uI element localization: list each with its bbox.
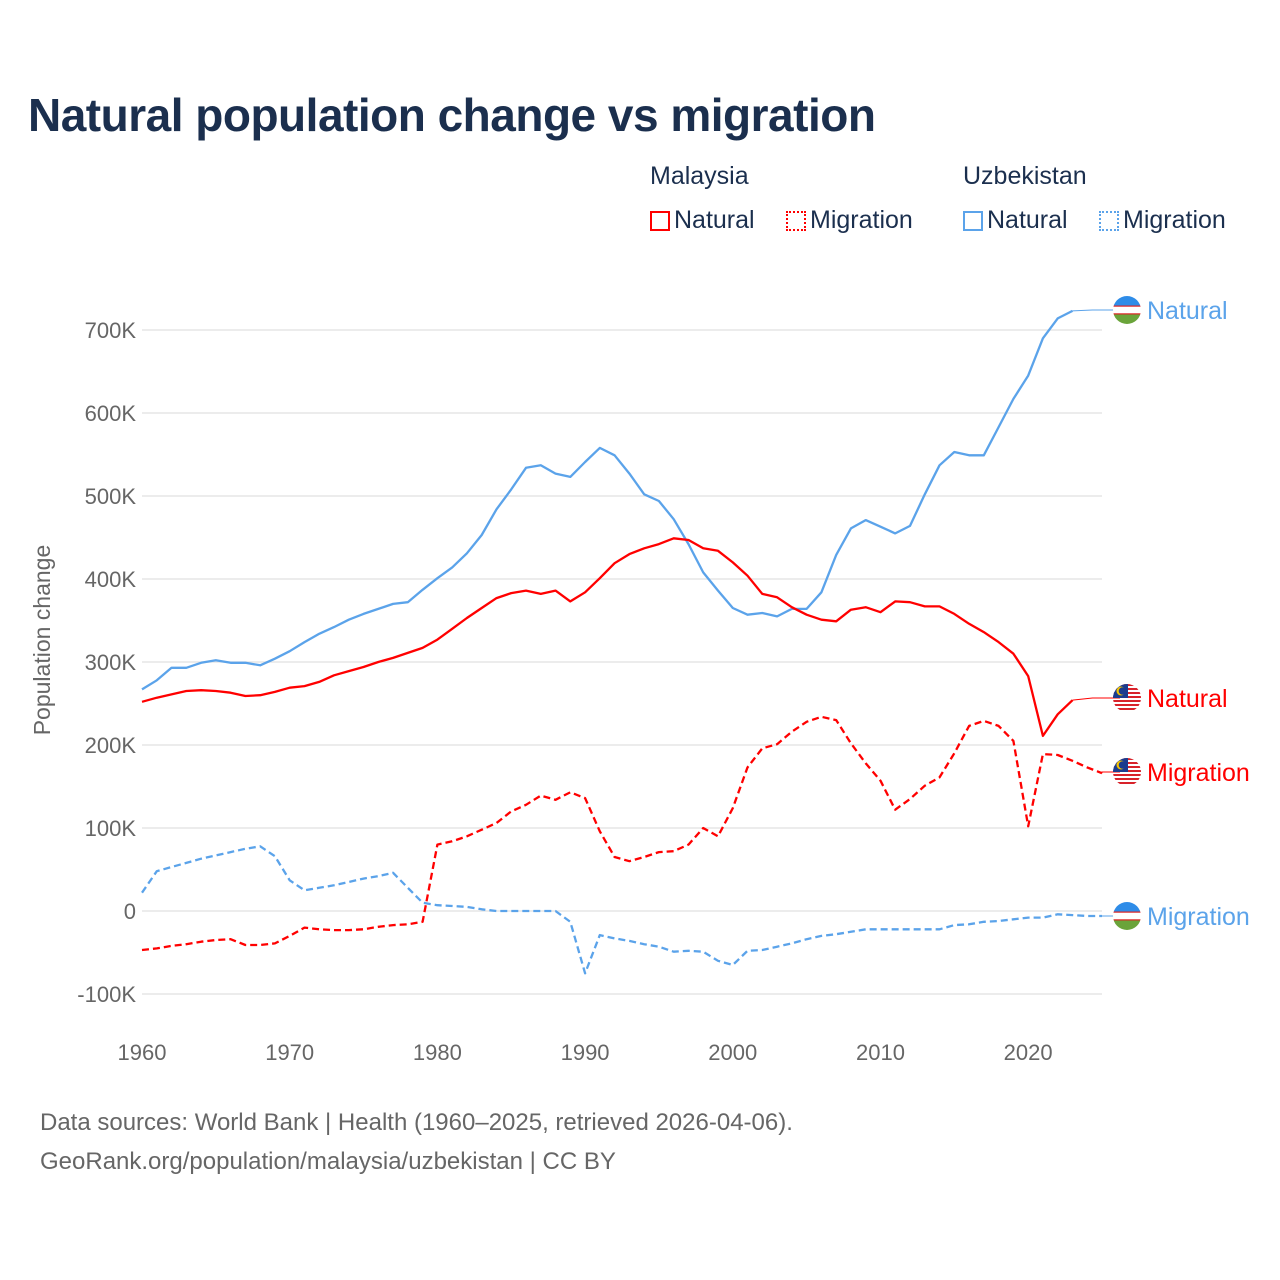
flag-fill: [1113, 902, 1141, 930]
flag-stripe: [1113, 708, 1141, 710]
y-tick-label: 600K: [85, 401, 137, 426]
x-tick-label: 2000: [708, 1040, 757, 1065]
y-tick-label: 0: [124, 899, 136, 924]
legend-malaysia-migration[interactable]: Migration: [786, 206, 913, 235]
series-line-uzbekistan-migration: [141, 845, 1102, 975]
series-line-uzbekistan-natural: [141, 309, 1074, 691]
flag-stripe: [1113, 919, 1141, 921]
y-tick-label: 700K: [85, 318, 137, 343]
label-connector: [1072, 697, 1120, 701]
legend-uzbekistan-natural[interactable]: Natural: [963, 206, 1068, 235]
end-label: Natural: [1147, 685, 1228, 713]
flag-stripe: [1113, 782, 1141, 784]
x-tick-label: 2010: [856, 1040, 905, 1065]
flag-stripe: [1113, 313, 1141, 315]
flag-stripe: [1113, 902, 1141, 912]
footer-sources: Data sources: World Bank | Health (1960–…: [40, 1109, 793, 1136]
footer-link[interactable]: GeoRank.org/population/malaysia/uzbekist…: [40, 1148, 616, 1175]
flag-stripe: [1113, 774, 1141, 776]
chart-title: Natural population change vs migration: [28, 89, 876, 141]
legend-malaysia-natural[interactable]: Natural: [650, 206, 755, 235]
legend-swatch-dotted-icon: [786, 210, 806, 231]
legend-label: Natural: [674, 206, 755, 234]
uzbekistan-flag-icon: [1113, 902, 1141, 930]
flag-crescent-cut: [1118, 761, 1127, 769]
flag-stripe: [1113, 920, 1141, 930]
malaysia-flag-icon: [1113, 684, 1141, 710]
y-axis-label: Population change: [29, 545, 55, 736]
legend-label: Migration: [810, 206, 913, 234]
legend-label: Natural: [987, 206, 1068, 234]
uzbekistan-flag-icon: [1113, 296, 1141, 324]
end-label: Natural: [1147, 297, 1228, 325]
legend-group-uzbekistan: Uzbekistan: [963, 162, 1087, 190]
y-tick-label: 200K: [85, 733, 137, 758]
label-connector: [1072, 309, 1120, 312]
flag-stripe: [1113, 911, 1141, 913]
x-tick-label: 1960: [118, 1040, 167, 1065]
x-tick-label: 1990: [561, 1040, 610, 1065]
y-tick-label: 100K: [85, 816, 137, 841]
flag-stripe: [1113, 296, 1141, 306]
legend-label: Migration: [1123, 206, 1226, 234]
legend-group-malaysia: Malaysia: [650, 162, 749, 190]
x-tick-label: 1970: [265, 1040, 314, 1065]
y-tick-label: 300K: [85, 650, 137, 675]
end-label: Migration: [1147, 903, 1250, 931]
flag-stripe: [1113, 305, 1141, 315]
flag-stripe: [1113, 305, 1141, 307]
y-tick-label: 500K: [85, 484, 137, 509]
legend-swatch-solid-icon: [963, 210, 983, 231]
flag-fill: [1113, 684, 1141, 710]
malaysia-flag-icon: [1113, 758, 1141, 784]
flag-fill: [1113, 758, 1141, 784]
flag-crescent-cut: [1118, 687, 1127, 695]
legend-swatch-dotted-icon: [1099, 210, 1119, 231]
legend-swatch-solid-icon: [650, 210, 670, 231]
series-line-malaysia-migration: [141, 715, 1103, 952]
flag-fill: [1113, 296, 1141, 324]
flag-stripe: [1113, 911, 1141, 921]
legend-uzbekistan-migration[interactable]: Migration: [1099, 206, 1226, 235]
flag-stripe: [1113, 314, 1141, 324]
flag-stripe: [1113, 778, 1141, 780]
y-tick-label: 400K: [85, 567, 137, 592]
y-tick-label: -100K: [77, 982, 136, 1007]
flag-stripe: [1113, 704, 1141, 706]
x-tick-label: 1980: [413, 1040, 462, 1065]
flag-stripe: [1113, 700, 1141, 702]
series-line-malaysia-natural: [141, 537, 1074, 738]
label-connector: [1101, 771, 1120, 774]
x-tick-label: 2020: [1004, 1040, 1053, 1065]
end-label: Migration: [1147, 759, 1250, 787]
